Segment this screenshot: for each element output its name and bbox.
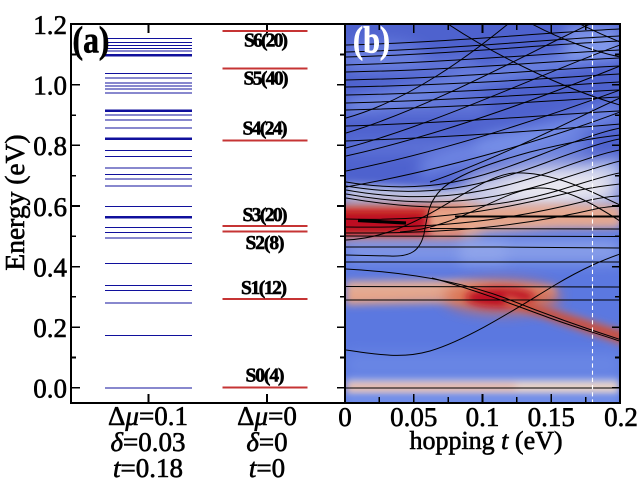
svg-text:0.1: 0.1	[466, 402, 500, 432]
svg-text:S5(40): S5(40)	[244, 69, 289, 90]
svg-text:0.2: 0.2	[33, 313, 67, 343]
svg-text:Δμ=0.1: Δμ=0.1	[108, 401, 188, 431]
svg-text:S4(24): S4(24)	[243, 119, 288, 140]
svg-text:Δμ=0: Δμ=0	[237, 401, 297, 431]
svg-text:S1(12): S1(12)	[241, 278, 287, 299]
svg-text:δ=0.03: δ=0.03	[110, 427, 185, 457]
svg-text:0.15: 0.15	[528, 402, 575, 432]
svg-text:S6(20): S6(20)	[244, 31, 288, 52]
svg-text:0.6: 0.6	[33, 192, 67, 222]
svg-text:0.05: 0.05	[390, 402, 437, 432]
svg-text:t=0: t=0	[249, 453, 285, 480]
svg-text:(a): (a)	[73, 20, 110, 62]
svg-text:0: 0	[338, 402, 352, 432]
svg-text:0.2: 0.2	[604, 402, 638, 432]
svg-text:hopping t (eV): hopping t (eV)	[409, 426, 562, 455]
svg-text:t=0.18: t=0.18	[113, 453, 183, 480]
svg-text:0.0: 0.0	[33, 374, 67, 404]
svg-text:1.0: 1.0	[33, 71, 67, 101]
svg-text:S2(8): S2(8)	[246, 233, 285, 254]
svg-text:δ=0: δ=0	[246, 427, 287, 457]
svg-text:0.4: 0.4	[33, 253, 67, 283]
svg-text:S3(20): S3(20)	[243, 205, 288, 226]
svg-text:S0(4): S0(4)	[246, 366, 285, 387]
svg-text:Energy (eV): Energy (eV)	[0, 134, 30, 270]
svg-text:1.2: 1.2	[33, 10, 67, 40]
svg-text:(b): (b)	[353, 20, 390, 62]
svg-text:0.8: 0.8	[33, 131, 67, 161]
